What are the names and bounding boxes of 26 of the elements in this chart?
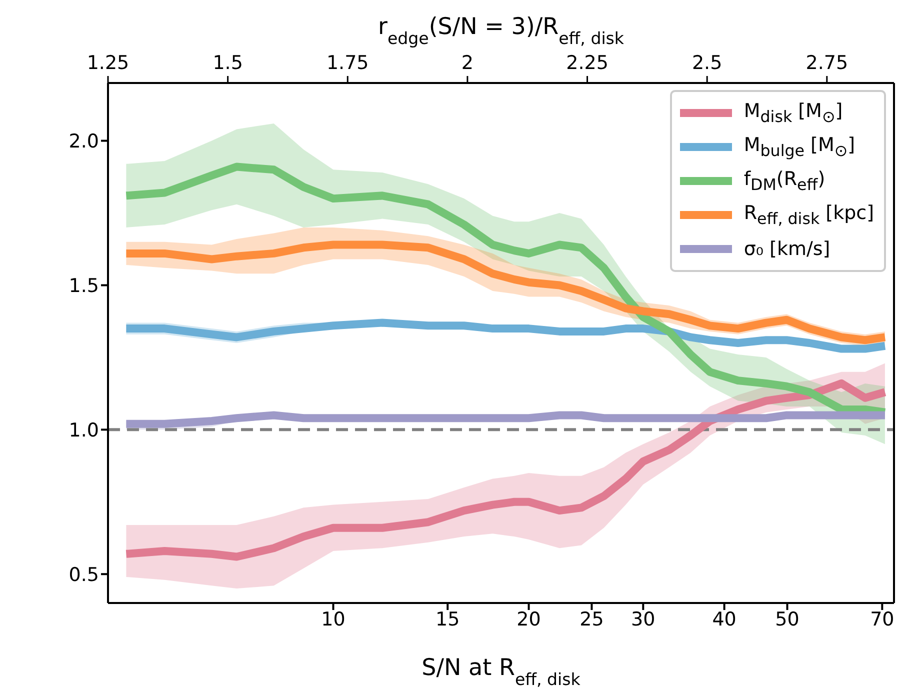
legend-label: R$_{eff, disk}$ [kpc]	[744, 202, 874, 228]
x-tick-label: 10	[321, 608, 346, 630]
legend-label: M$_{disk}$ [M$_{⊙}$]	[744, 100, 843, 126]
x-tick-label: 15	[436, 608, 460, 630]
x-axis-title: S/N at R$_{eff, disk}$	[422, 655, 581, 688]
y-tick-label: 1.0	[68, 419, 99, 442]
legend-label: σ₀ [km/s]	[744, 238, 830, 260]
x2-tick-label: 2.5	[692, 52, 722, 74]
x2-tick-label: 2	[461, 52, 474, 74]
x-tick-label: 40	[712, 608, 736, 630]
x2-tick-label: 1.25	[86, 52, 130, 74]
x-tick-label: 50	[775, 608, 800, 630]
x-tick-label: 30	[631, 608, 656, 630]
y-tick-label: 1.5	[68, 274, 99, 297]
x2-tick-label: 1.5	[212, 52, 243, 74]
x-tick-label: 20	[516, 608, 541, 630]
legend-label: M$_{bulge}$ [M$_{⊙}$]	[744, 134, 856, 160]
x2-tick-label: 2.25	[566, 52, 608, 74]
x2-tick-label: 1.75	[326, 52, 369, 74]
x-tick-label: 70	[870, 608, 894, 630]
legend-label: f$_{DM}$(R$_{eff}$)	[744, 168, 826, 194]
y-tick-label: 0.5	[68, 564, 99, 586]
x2-tick-label: 2.75	[806, 52, 848, 74]
x2-axis-title: r$_{edge}$(S/N = 3)/R$_{eff, disk}$	[378, 14, 624, 48]
y-tick-label: 2.0	[68, 130, 99, 153]
x-tick-label: 25	[580, 608, 604, 630]
